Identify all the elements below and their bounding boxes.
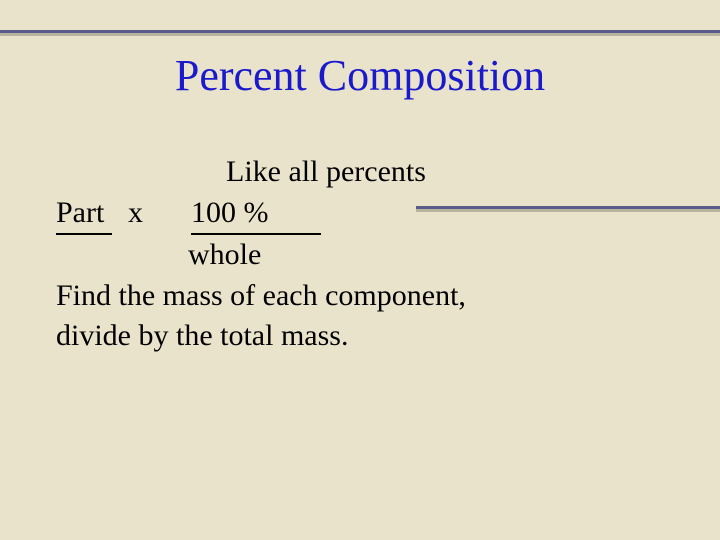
formula-row: Part x 100 % <box>56 193 656 236</box>
body-line-1: Like all percents <box>226 152 656 193</box>
fraction-hundred-numerator: 100 % <box>191 193 321 236</box>
slide-body: Like all percents Part x 100 % whole Fin… <box>56 152 656 357</box>
multiply-symbol: x <box>128 193 143 234</box>
top-rule-shadow <box>0 33 720 36</box>
body-line-3: Find the mass of each component, <box>56 276 656 317</box>
fraction-denominator: whole <box>188 235 656 276</box>
fraction-part-numerator: Part <box>56 193 112 236</box>
body-line-4: divide by the total mass. <box>56 316 656 357</box>
slide-title: Percent Composition <box>0 50 720 101</box>
